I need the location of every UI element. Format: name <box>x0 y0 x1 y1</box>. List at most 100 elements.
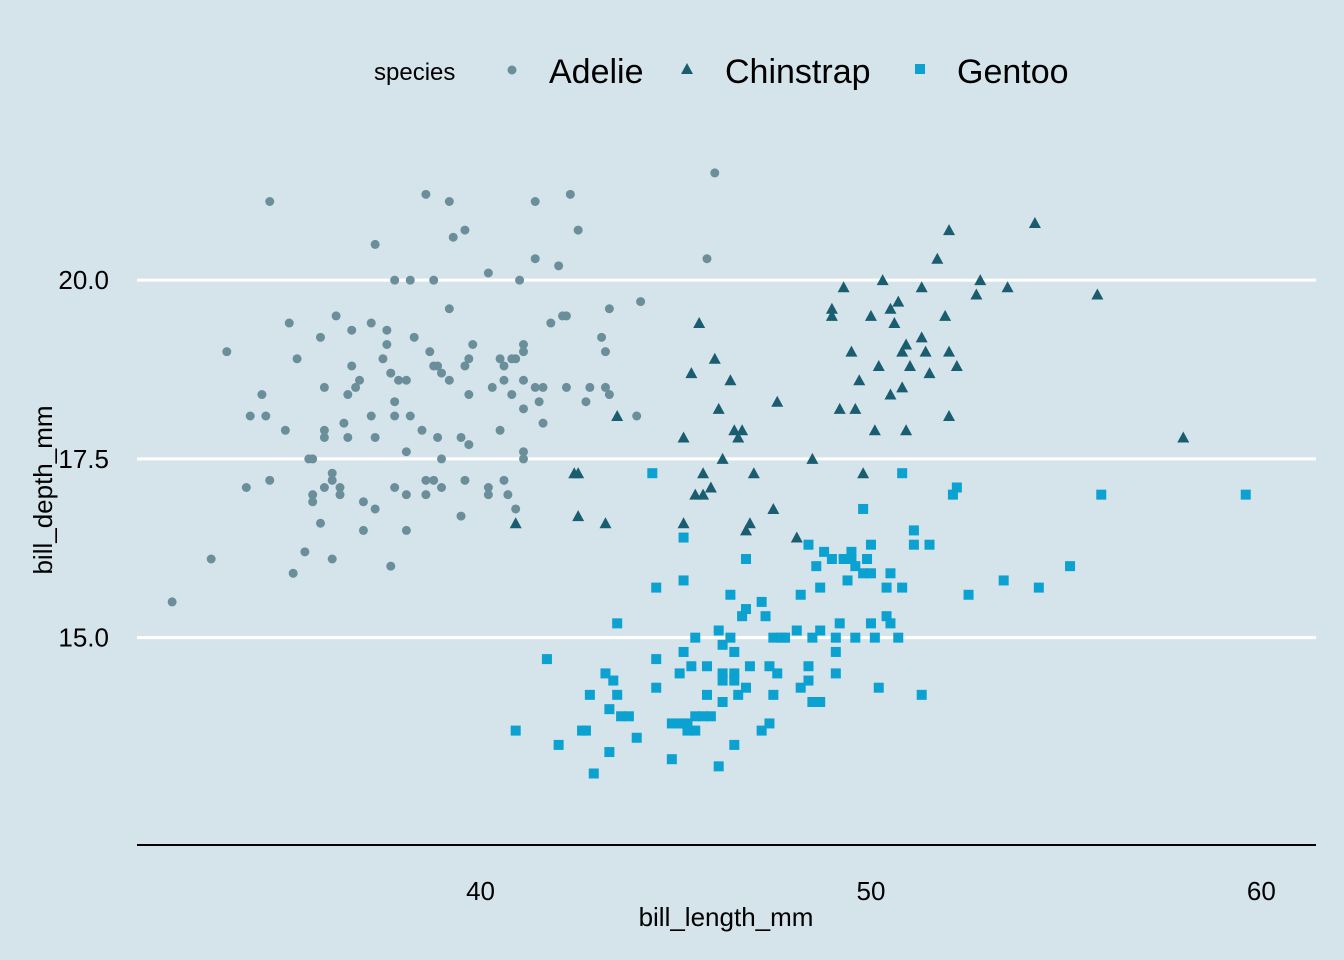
point-gentoo <box>897 468 908 479</box>
point-chinstrap <box>747 467 760 479</box>
point-chinstrap <box>896 381 909 393</box>
point-gentoo <box>826 554 837 564</box>
point-gentoo <box>678 532 689 543</box>
point-gentoo <box>842 575 853 586</box>
point-adelie <box>429 275 439 285</box>
point-gentoo <box>651 682 662 693</box>
point-adelie <box>347 325 357 335</box>
point-chinstrap <box>1091 288 1104 300</box>
point-adelie <box>280 425 290 435</box>
point-chinstrap <box>697 488 710 500</box>
point-chinstrap <box>509 517 522 529</box>
point-gentoo <box>791 625 802 636</box>
point-gentoo <box>893 632 904 643</box>
point-gentoo <box>838 554 849 564</box>
point-gentoo <box>725 632 736 643</box>
point-chinstrap <box>833 402 846 414</box>
point-gentoo <box>850 632 861 643</box>
point-gentoo <box>612 618 623 629</box>
point-adelie <box>347 361 357 371</box>
legend: species Adelie Chinstrap Gentoo <box>374 53 1069 91</box>
point-chinstrap <box>872 359 885 371</box>
point-gentoo <box>780 632 791 643</box>
point-chinstrap <box>771 395 784 407</box>
point-adelie <box>495 425 505 435</box>
point-adelie <box>511 504 521 514</box>
point-gentoo <box>686 661 697 672</box>
point-gentoo <box>881 611 892 622</box>
point-gentoo <box>647 468 658 479</box>
point-gentoo <box>865 568 876 579</box>
point-adelie <box>394 375 404 385</box>
point-chinstrap <box>903 359 916 371</box>
point-gentoo <box>815 625 826 636</box>
point-chinstrap <box>837 281 850 293</box>
point-chinstrap <box>970 288 983 300</box>
point-adelie <box>390 275 400 285</box>
legend-adelie-label: Adelie <box>549 53 644 91</box>
point-gentoo <box>885 618 896 629</box>
point-adelie <box>425 347 435 357</box>
point-adelie <box>319 483 329 492</box>
point-gentoo <box>807 697 818 707</box>
point-adelie <box>538 418 548 428</box>
point-gentoo <box>916 689 927 700</box>
point-gentoo <box>1033 582 1044 593</box>
point-gentoo <box>510 725 521 736</box>
point-adelie <box>241 483 251 492</box>
point-adelie <box>581 397 591 407</box>
x-tick-label: 50 <box>856 876 885 906</box>
point-gentoo <box>584 689 595 700</box>
point-adelie <box>284 318 294 328</box>
point-gentoo <box>541 654 552 665</box>
point-gentoo <box>830 646 841 657</box>
point-adelie <box>331 311 341 321</box>
point-adelie <box>292 354 302 364</box>
point-gentoo <box>690 725 701 736</box>
point-gentoo <box>678 575 689 586</box>
point-adelie <box>401 375 411 385</box>
point-adelie <box>600 347 610 357</box>
point-adelie <box>366 318 376 328</box>
point-adelie <box>370 239 380 249</box>
point-gentoo <box>553 739 564 750</box>
point-chinstrap <box>876 274 889 286</box>
point-chinstrap <box>892 295 905 307</box>
x-axis-tick-labels: 40 50 60 <box>466 876 1276 906</box>
point-adelie <box>343 432 353 442</box>
point-adelie <box>421 475 431 485</box>
point-chinstrap <box>806 452 819 464</box>
point-adelie <box>702 254 712 264</box>
point-chinstrap <box>950 359 963 371</box>
point-chinstrap <box>884 388 897 400</box>
point-adelie <box>518 375 528 385</box>
legend-chinstrap-marker-icon <box>681 63 693 74</box>
point-gentoo <box>608 675 619 686</box>
point-adelie <box>483 490 493 500</box>
point-adelie <box>483 268 493 278</box>
point-adelie <box>636 297 646 307</box>
point-chinstrap <box>849 402 862 414</box>
point-gentoo <box>588 768 599 779</box>
point-adelie <box>499 475 509 485</box>
point-gentoo <box>768 632 779 643</box>
point-adelie <box>503 490 513 500</box>
point-chinstrap <box>728 424 741 436</box>
point-adelie <box>456 432 466 442</box>
point-chinstrap <box>939 309 952 321</box>
point-gentoo <box>678 646 689 657</box>
point-adelie <box>421 189 431 199</box>
y-tick-label: 17.5 <box>58 444 109 474</box>
point-chinstrap <box>943 410 956 421</box>
point-adelie <box>604 304 614 314</box>
point-gentoo <box>803 675 814 686</box>
point-gentoo <box>834 618 845 629</box>
point-adelie <box>546 318 556 328</box>
point-gentoo <box>651 582 662 593</box>
legend-chinstrap-label: Chinstrap <box>725 53 871 91</box>
point-adelie <box>308 497 318 507</box>
point-chinstrap <box>857 467 870 479</box>
point-adelie <box>327 468 337 478</box>
point-adelie <box>573 225 583 235</box>
